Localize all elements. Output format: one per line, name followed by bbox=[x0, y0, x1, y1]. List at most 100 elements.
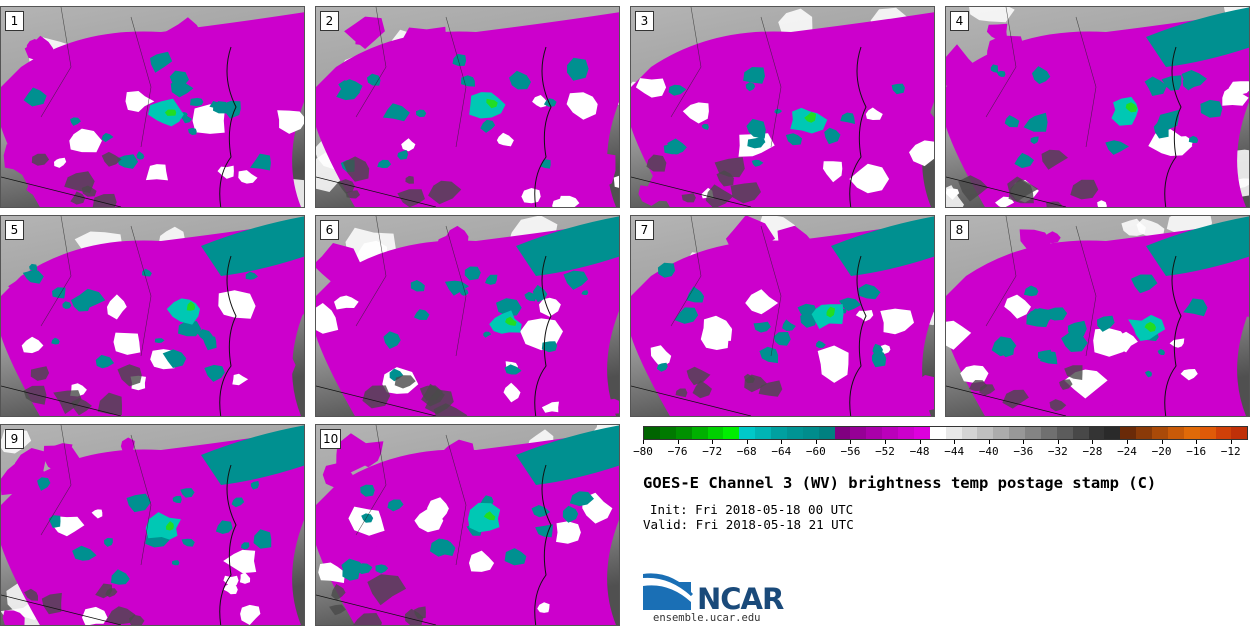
colorbar-segment bbox=[644, 427, 660, 439]
colorbar-tick-label: −28 bbox=[1082, 445, 1103, 458]
colorbar-tick-label: −76 bbox=[667, 445, 688, 458]
ensemble-member-panel-7: 7 bbox=[630, 215, 935, 417]
colorbar-segment bbox=[818, 427, 835, 439]
colorbar-tick bbox=[954, 440, 956, 444]
ensemble-member-panel-2: 2 bbox=[315, 6, 620, 208]
colorbar-segment bbox=[882, 427, 898, 439]
colorbar-tick-label: −24 bbox=[1117, 445, 1137, 458]
colorbar-tick bbox=[988, 440, 990, 444]
colorbar-tick bbox=[1057, 440, 1059, 444]
colorbar-tick bbox=[712, 440, 714, 444]
colorbar-tick bbox=[1127, 440, 1128, 444]
panel-number-label: 4 bbox=[950, 11, 969, 31]
colorbar-segment bbox=[866, 427, 883, 439]
colorbar-tick bbox=[885, 440, 886, 444]
colorbar-segment bbox=[1136, 427, 1152, 439]
colorbar-segment bbox=[1152, 427, 1168, 439]
colorbar-segment bbox=[993, 427, 1010, 439]
water-vapor-map bbox=[631, 7, 934, 207]
colorbar-segment bbox=[834, 427, 851, 439]
colorbar-tick bbox=[1230, 440, 1232, 444]
colorbar-segment bbox=[771, 427, 787, 439]
panel-number-label: 8 bbox=[950, 220, 969, 240]
water-vapor-map bbox=[1, 425, 304, 625]
colorbar-tick-label: −12 bbox=[1220, 445, 1241, 458]
ensemble-member-panel-8: 8 bbox=[945, 215, 1250, 417]
colorbar-tick bbox=[850, 440, 852, 444]
colorbar-segment bbox=[802, 427, 819, 439]
colorbar-segment bbox=[1183, 427, 1200, 439]
colorbar-segment bbox=[1231, 427, 1248, 439]
figure-title: GOES-E Channel 3 (WV) brightness temp po… bbox=[643, 474, 1157, 492]
colorbar-tick bbox=[1161, 440, 1163, 444]
colorbar-segment bbox=[675, 427, 692, 439]
water-vapor-map bbox=[946, 216, 1249, 416]
ensemble-member-panel-10: 10 bbox=[315, 424, 620, 626]
ncar-logo-text: NCAR bbox=[697, 582, 784, 616]
colorbar-segment bbox=[723, 427, 740, 439]
colorbar-tick-label: −80 bbox=[633, 445, 653, 458]
colorbar-segment bbox=[1025, 427, 1041, 439]
water-vapor-map bbox=[316, 7, 619, 207]
water-vapor-map bbox=[631, 216, 934, 416]
ensemble-member-panel-6: 6 bbox=[315, 215, 620, 417]
water-vapor-map bbox=[1, 216, 304, 416]
colorbar-tick bbox=[643, 440, 644, 444]
panel-number-label: 10 bbox=[320, 429, 342, 449]
panel-number-label: 2 bbox=[320, 11, 339, 31]
colorbar-tick-label: −64 bbox=[771, 445, 792, 458]
colorbar-tick bbox=[1023, 440, 1025, 444]
ncar-logo-icon bbox=[643, 573, 693, 610]
colorbar-tick-label: −72 bbox=[702, 445, 723, 458]
colorbar-tick-label: −20 bbox=[1151, 445, 1172, 458]
panel-number-label: 1 bbox=[5, 11, 24, 31]
colorbar-tick bbox=[919, 440, 921, 444]
colorbar-segment bbox=[1088, 427, 1105, 439]
colorbar-tick bbox=[677, 440, 679, 444]
colorbar-segment bbox=[659, 427, 676, 439]
colorbar-segment bbox=[1104, 427, 1121, 439]
colorbar-segment bbox=[1199, 427, 1216, 439]
colorbar-tick-label: −52 bbox=[875, 445, 895, 458]
ensemble-member-panel-9: 9 bbox=[0, 424, 305, 626]
colorbar-segment bbox=[755, 427, 771, 439]
colorbar-segment bbox=[945, 427, 962, 439]
colorbar-tick-label: −60 bbox=[805, 445, 826, 458]
ensemble-member-panel-1: 1 bbox=[0, 6, 305, 208]
panel-number-label: 7 bbox=[635, 220, 654, 240]
colorbar-tick-label: −48 bbox=[909, 445, 930, 458]
water-vapor-map bbox=[946, 7, 1249, 207]
colorbar-tick-label: −68 bbox=[736, 445, 757, 458]
colorbar-segment bbox=[913, 427, 930, 439]
colorbar bbox=[643, 426, 1248, 440]
colorbar-tick-label: −36 bbox=[1013, 445, 1034, 458]
ensemble-member-panel-3: 3 bbox=[630, 6, 935, 208]
colorbar-segment bbox=[961, 427, 978, 439]
colorbar-tick-label: −40 bbox=[978, 445, 999, 458]
site-url: ensemble.ucar.edu bbox=[653, 612, 761, 624]
colorbar-tick-label: −56 bbox=[840, 445, 861, 458]
colorbar-tick bbox=[781, 440, 783, 444]
water-vapor-map bbox=[316, 425, 619, 625]
ensemble-member-panel-4: 4 bbox=[945, 6, 1250, 208]
colorbar-tick-label: −44 bbox=[944, 445, 965, 458]
init-time: Init: Fri 2018-05-18 00 UTC bbox=[650, 502, 854, 517]
colorbar-segment bbox=[1167, 427, 1184, 439]
colorbar-segment bbox=[707, 427, 724, 439]
colorbar-segment bbox=[739, 427, 756, 439]
panel-number-label: 9 bbox=[5, 429, 24, 449]
colorbar-segment bbox=[1120, 427, 1137, 439]
water-vapor-map bbox=[1, 7, 304, 207]
colorbar-tick-label: −16 bbox=[1186, 445, 1207, 458]
colorbar-segment bbox=[1215, 427, 1232, 439]
colorbar-tick bbox=[1196, 440, 1198, 444]
colorbar-tick bbox=[746, 440, 748, 444]
colorbar-segment bbox=[929, 427, 946, 439]
colorbar-tick bbox=[815, 440, 817, 444]
water-vapor-map bbox=[316, 216, 619, 416]
colorbar-tick-label: −32 bbox=[1047, 445, 1068, 458]
colorbar-segment bbox=[691, 427, 708, 439]
ensemble-member-panel-5: 5 bbox=[0, 215, 305, 417]
panel-number-label: 3 bbox=[635, 11, 654, 31]
